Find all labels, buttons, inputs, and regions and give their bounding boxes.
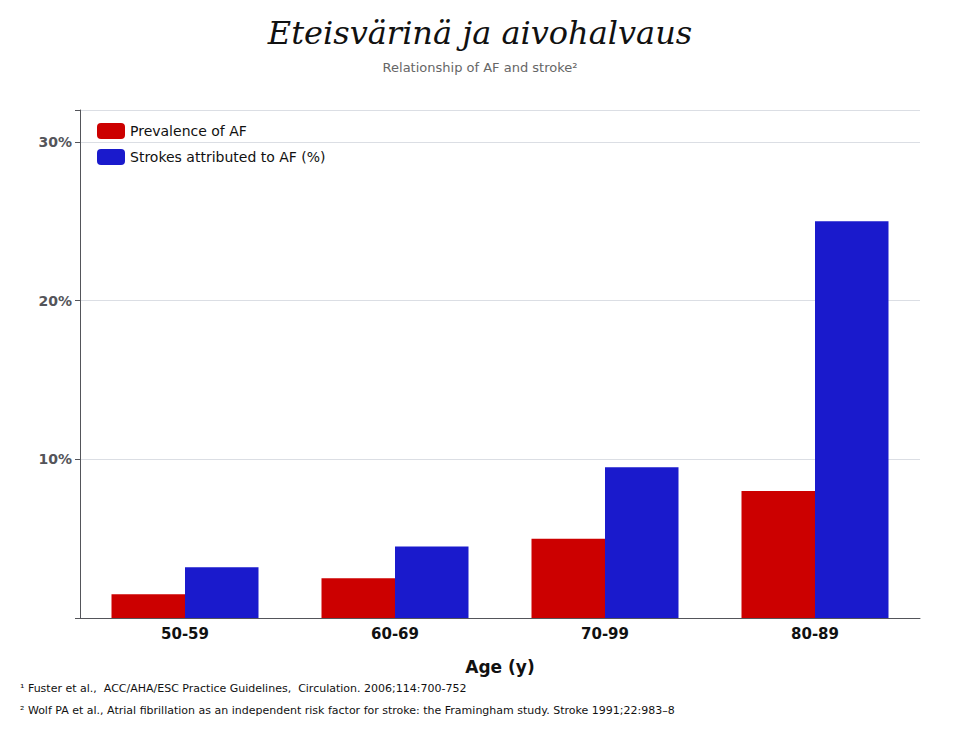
svg-text:60-69: 60-69: [371, 625, 419, 643]
svg-text:Strokes attributed to AF (%): Strokes attributed to AF (%): [130, 149, 326, 165]
svg-text:80-89: 80-89: [791, 625, 839, 643]
svg-text:30%: 30%: [38, 134, 72, 150]
svg-text:50-59: 50-59: [161, 625, 209, 643]
svg-text:Eteisvärinä ja aivohalvaus: Eteisvärinä ja aivohalvaus: [267, 14, 692, 52]
svg-text:Relationship of AF and stroke²: Relationship of AF and stroke²: [383, 60, 578, 75]
svg-text:¹ Fuster et al., ACC/AHA/ESC: ¹ Fuster et al., ACC/AHA/ESC Practice Gu…: [20, 682, 466, 695]
svg-text:20%: 20%: [38, 293, 72, 309]
svg-text:² Wolf PA et al., Atrial fibri: ² Wolf PA et al., Atrial fibrillation as…: [20, 704, 675, 717]
svg-text:70-99: 70-99: [581, 625, 629, 643]
svg-text:Age (y): Age (y): [465, 657, 534, 677]
svg-text:10%: 10%: [38, 451, 72, 467]
svg-text:Prevalence of AF: Prevalence of AF: [130, 123, 247, 139]
